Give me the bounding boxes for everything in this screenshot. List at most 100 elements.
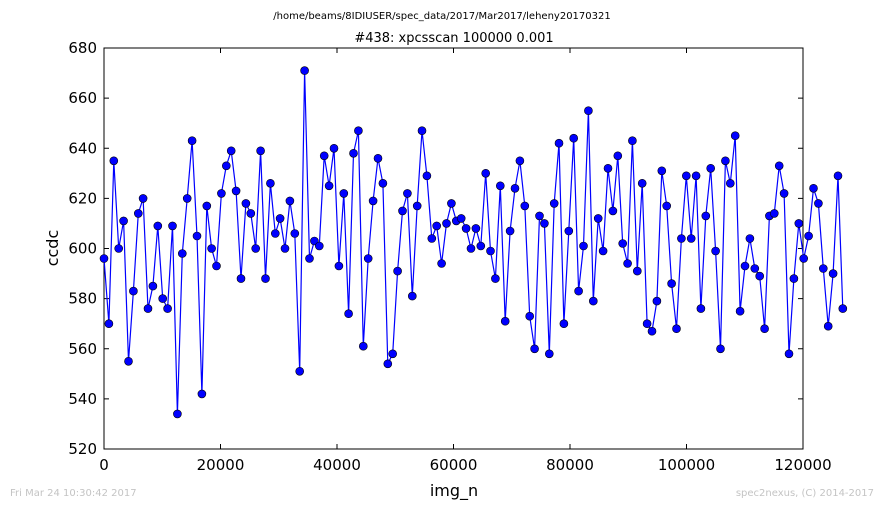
data-point <box>373 154 383 163</box>
data-point <box>721 156 730 166</box>
footer-credit: spec2nexus, (C) 2014-2017 <box>735 488 874 499</box>
data-point <box>667 279 676 288</box>
data-point <box>579 241 588 251</box>
data-point <box>672 324 681 334</box>
data-point <box>510 184 520 193</box>
x-tick-label: 60000 <box>430 456 478 474</box>
data-point <box>241 199 251 208</box>
y-tick-label: 520 <box>68 440 97 458</box>
data-point <box>755 271 765 281</box>
data-point <box>486 246 495 256</box>
data-point <box>677 234 686 243</box>
data-point <box>828 269 838 278</box>
data-point <box>456 214 466 223</box>
data-point <box>251 244 260 253</box>
data-point <box>789 274 799 283</box>
data-point <box>481 169 491 178</box>
data-point <box>363 254 373 263</box>
data-point <box>148 281 158 291</box>
data-point <box>368 196 378 206</box>
data-point <box>745 234 755 243</box>
data-point <box>461 224 471 233</box>
data-point <box>236 274 246 283</box>
data-point <box>569 133 579 143</box>
data-point <box>114 244 123 253</box>
data-point <box>442 219 451 228</box>
data-point <box>334 261 344 271</box>
data-point <box>495 181 505 191</box>
data-point <box>774 161 784 171</box>
data-point <box>383 359 393 369</box>
data-point <box>618 239 628 248</box>
data-point <box>520 201 530 211</box>
data-point <box>750 264 760 273</box>
data-point <box>256 146 265 156</box>
data-point <box>784 349 794 359</box>
data-point <box>217 189 226 198</box>
data-point <box>647 326 657 336</box>
data-point <box>163 304 172 313</box>
data-point <box>735 306 745 316</box>
data-point <box>725 179 735 188</box>
data-point <box>422 171 432 181</box>
y-tick-label: 620 <box>68 189 97 207</box>
data-point <box>730 131 740 140</box>
y-tick-label: 680 <box>68 39 97 57</box>
data-point <box>129 286 138 296</box>
data-point <box>549 199 559 208</box>
data-point <box>632 266 642 276</box>
data-point <box>574 286 583 296</box>
y-tick-label: 600 <box>68 240 97 258</box>
x-tick-label: 100000 <box>658 456 715 474</box>
data-point <box>187 136 197 145</box>
data-point <box>319 151 329 161</box>
data-point <box>818 264 828 273</box>
data-point <box>696 304 706 313</box>
data-point <box>711 246 720 256</box>
data-point <box>124 356 133 366</box>
data-point <box>691 171 701 181</box>
data-point <box>226 146 236 156</box>
data-point <box>138 194 148 203</box>
data-point <box>275 214 285 223</box>
data-point <box>270 229 280 238</box>
data-point <box>158 294 167 303</box>
y-axis-label: ccdc <box>43 230 62 267</box>
y-tick-label: 540 <box>68 390 97 408</box>
x-tick-label: 20000 <box>197 456 245 474</box>
data-point <box>295 366 305 376</box>
data-point <box>447 199 456 208</box>
data-point <box>554 138 564 148</box>
data-point <box>407 291 417 301</box>
data-point <box>584 106 593 115</box>
data-point <box>681 171 691 181</box>
data-point <box>535 211 544 221</box>
data-point <box>588 296 598 306</box>
data-point <box>628 136 637 145</box>
data-point <box>432 221 442 231</box>
data-point <box>608 206 618 216</box>
data-point <box>833 171 843 181</box>
chart-title: #438: xpcsscan 100000 0.001 <box>354 31 553 46</box>
data-point <box>559 319 569 329</box>
data-point <box>197 389 207 399</box>
data-point <box>530 344 539 354</box>
data-point <box>412 201 422 211</box>
data-point <box>652 296 662 306</box>
data-point <box>192 231 202 241</box>
footer-timestamp: Fri Mar 24 10:30:42 2017 <box>10 488 137 499</box>
x-tick-label: 40000 <box>313 456 361 474</box>
data-point <box>471 224 481 233</box>
data-point <box>329 144 339 153</box>
data-point <box>202 201 212 211</box>
data-point <box>143 304 153 313</box>
data-point <box>388 349 398 359</box>
plot-frame <box>103 47 804 450</box>
data-point <box>823 321 833 331</box>
data-point <box>261 274 270 283</box>
data-point <box>642 319 652 329</box>
data-point <box>231 186 241 196</box>
data-point <box>314 241 324 251</box>
data-point <box>814 199 823 208</box>
